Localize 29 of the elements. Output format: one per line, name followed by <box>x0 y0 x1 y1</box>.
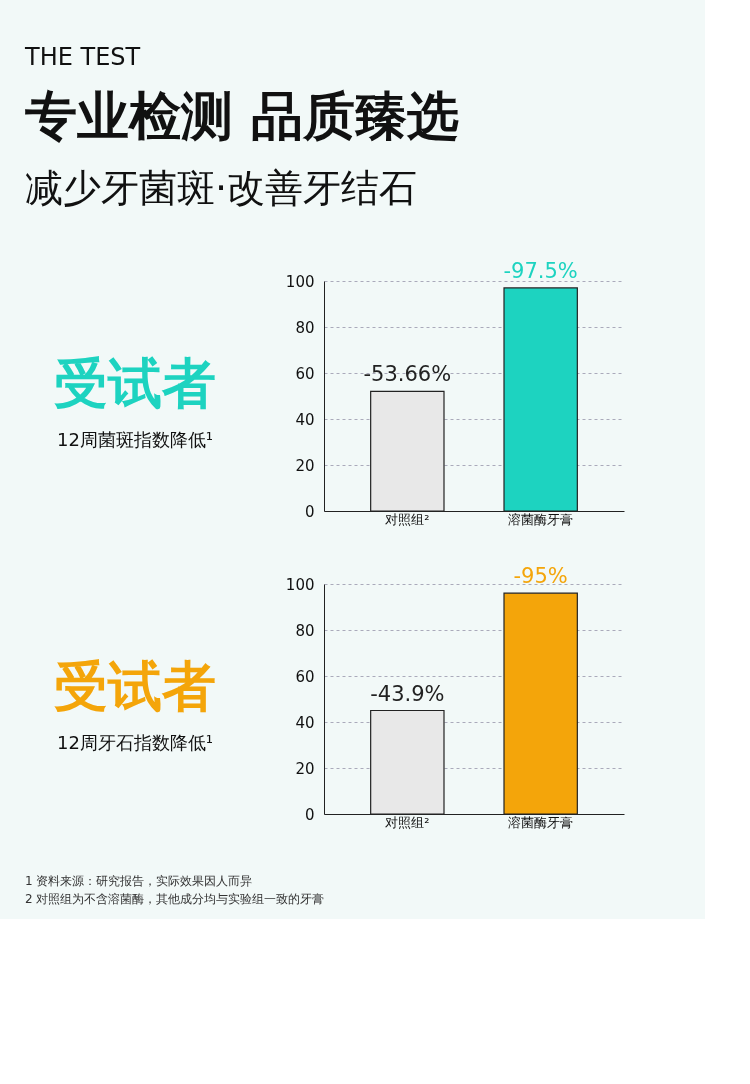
annotation: -97.5% <box>503 258 578 283</box>
x-tick-label: 溶菌酶牙膏 <box>508 511 574 527</box>
text: 受试者 <box>54 352 216 415</box>
text: 12周菌斑指数降低¹ <box>56 429 214 450</box>
y-tick-label: 100 <box>285 575 315 594</box>
text: 2 对照组为不含溶菌酶，其他成分均与实验组一致的牙膏 <box>25 892 325 906</box>
y-tick-label: 20 <box>295 759 315 778</box>
text: 受试者 <box>54 655 216 718</box>
text: THE TEST <box>24 43 141 71</box>
y-tick-label: 80 <box>295 318 315 337</box>
x-tick-label: 对照组² <box>385 814 430 830</box>
y-tick-label: 0 <box>304 805 315 824</box>
y-tick-label: 60 <box>295 364 315 383</box>
y-tick-label: 40 <box>295 713 315 732</box>
annotation: -95% <box>513 564 568 589</box>
text: 专业检测 品质臻选 <box>25 86 460 146</box>
y-tick-label: 60 <box>295 667 315 686</box>
text: 12周牙石指数降低¹ <box>56 732 214 753</box>
annotation: -43.9% <box>370 681 445 706</box>
y-tick-label: 0 <box>304 502 315 521</box>
y-tick-label: 20 <box>295 456 315 475</box>
annotation: -53.66% <box>363 362 452 387</box>
x-tick-label: 对照组² <box>385 511 430 527</box>
y-tick-label: 80 <box>295 621 315 640</box>
y-tick-label: 40 <box>295 410 315 429</box>
text: 减少牙菌斑·改善牙结石 <box>25 166 418 210</box>
y-tick-label: 100 <box>285 272 315 291</box>
text: 1 资料来源：研究报告，实际效果因人而异 <box>25 874 253 888</box>
x-tick-label: 溶菌酶牙膏 <box>508 814 574 830</box>
